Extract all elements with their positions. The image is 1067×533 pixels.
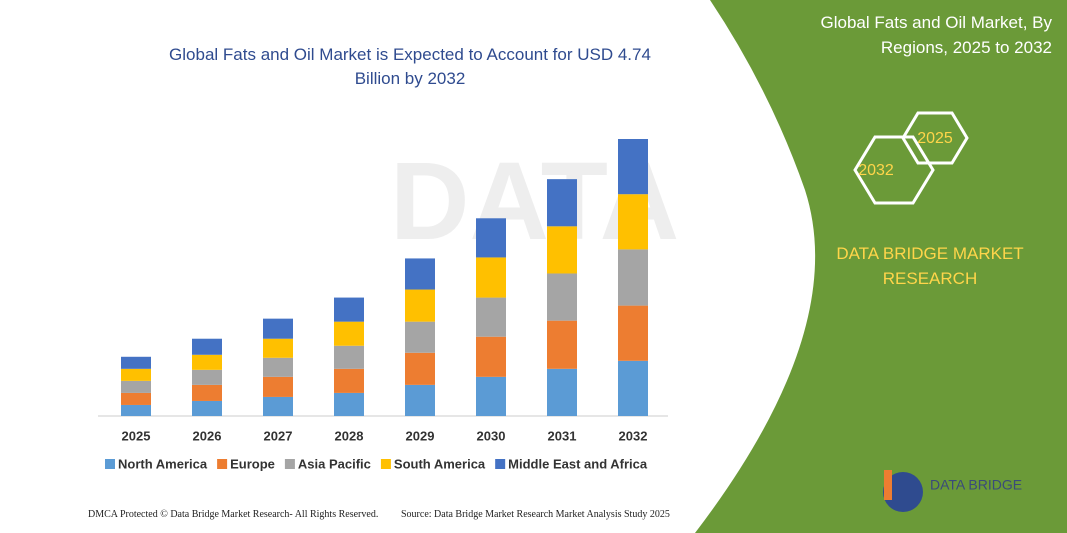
bar-segment — [405, 258, 435, 290]
legend-swatch — [217, 459, 228, 469]
legend-label: Europe — [230, 456, 275, 471]
x-tick-label: 2029 — [406, 428, 435, 443]
x-tick-label: 2028 — [335, 428, 364, 443]
x-tick-label: 2025 — [122, 428, 151, 443]
logo-icon — [884, 470, 892, 500]
bar-segment — [476, 336, 506, 377]
bar-segment — [121, 356, 151, 369]
bar-segment — [547, 226, 577, 274]
logo-text: DATA BRIDGE — [930, 477, 1022, 493]
bar-segment — [192, 338, 222, 355]
footer-left: DMCA Protected © Data Bridge Market Rese… — [88, 509, 379, 520]
legend-label: Middle East and Africa — [508, 456, 648, 471]
panel-title: Global Fats and Oil Market, By Regions, … — [820, 13, 1052, 57]
brand-text: DATA BRIDGE MARKET RESEARCH — [836, 244, 1024, 288]
hex-label: 2032 — [858, 162, 894, 179]
bar-segment — [618, 139, 648, 195]
bar-segment — [334, 321, 364, 346]
bar-segment — [192, 384, 222, 401]
x-tick-label: 2031 — [548, 428, 577, 443]
bar-segment — [263, 357, 293, 377]
bar-segment — [263, 338, 293, 358]
hex-label: 2025 — [917, 130, 953, 147]
bar-segment — [263, 376, 293, 397]
bar-segment — [121, 368, 151, 381]
bar-segment — [263, 318, 293, 339]
bar-segment — [334, 297, 364, 322]
x-tick-label: 2026 — [193, 428, 222, 443]
hexagon — [901, 111, 969, 165]
bar-segment — [121, 392, 151, 405]
legend-label: South America — [394, 456, 486, 471]
chart-title: Global Fats and Oil Market is Expected t… — [169, 45, 651, 88]
bar-segment — [618, 305, 648, 361]
legend-label: Asia Pacific — [298, 456, 371, 471]
bar-segment — [547, 273, 577, 321]
bar-segment — [121, 380, 151, 393]
x-tick-label: 2032 — [619, 428, 648, 443]
bar-segment — [405, 321, 435, 353]
bar-segment — [476, 218, 506, 258]
bar-segment — [476, 376, 506, 416]
x-tick-label: 2030 — [477, 428, 506, 443]
bar-segment — [405, 384, 435, 416]
x-tick-label: 2027 — [264, 428, 293, 443]
bar-segment — [192, 400, 222, 416]
bar-segment — [618, 249, 648, 306]
bar-segment — [547, 179, 577, 227]
bar-segment — [263, 396, 293, 416]
bar-segment — [334, 345, 364, 369]
footer-right: Source: Data Bridge Market Research Mark… — [401, 509, 670, 520]
bar-segment — [476, 257, 506, 298]
bar-segment — [476, 297, 506, 337]
bar-segment — [547, 368, 577, 416]
logo-icon — [883, 472, 923, 512]
legend-swatch — [380, 459, 391, 469]
legend-swatch — [284, 459, 295, 469]
legend-swatch — [495, 459, 506, 469]
bar-segment — [405, 289, 435, 322]
legend-swatch — [105, 459, 115, 469]
bar-segment — [547, 320, 577, 369]
hexagon — [853, 135, 935, 205]
bar-segment — [192, 354, 222, 370]
bar-segment — [334, 392, 364, 416]
green-panel — [695, 0, 1067, 533]
bar-segment — [618, 194, 648, 250]
bar-segment — [618, 360, 648, 416]
legend-label: North America — [118, 456, 208, 471]
bar-segment — [192, 369, 222, 385]
bar-segment — [405, 352, 435, 385]
bar-segment — [334, 368, 364, 393]
bar-segment — [121, 404, 151, 416]
